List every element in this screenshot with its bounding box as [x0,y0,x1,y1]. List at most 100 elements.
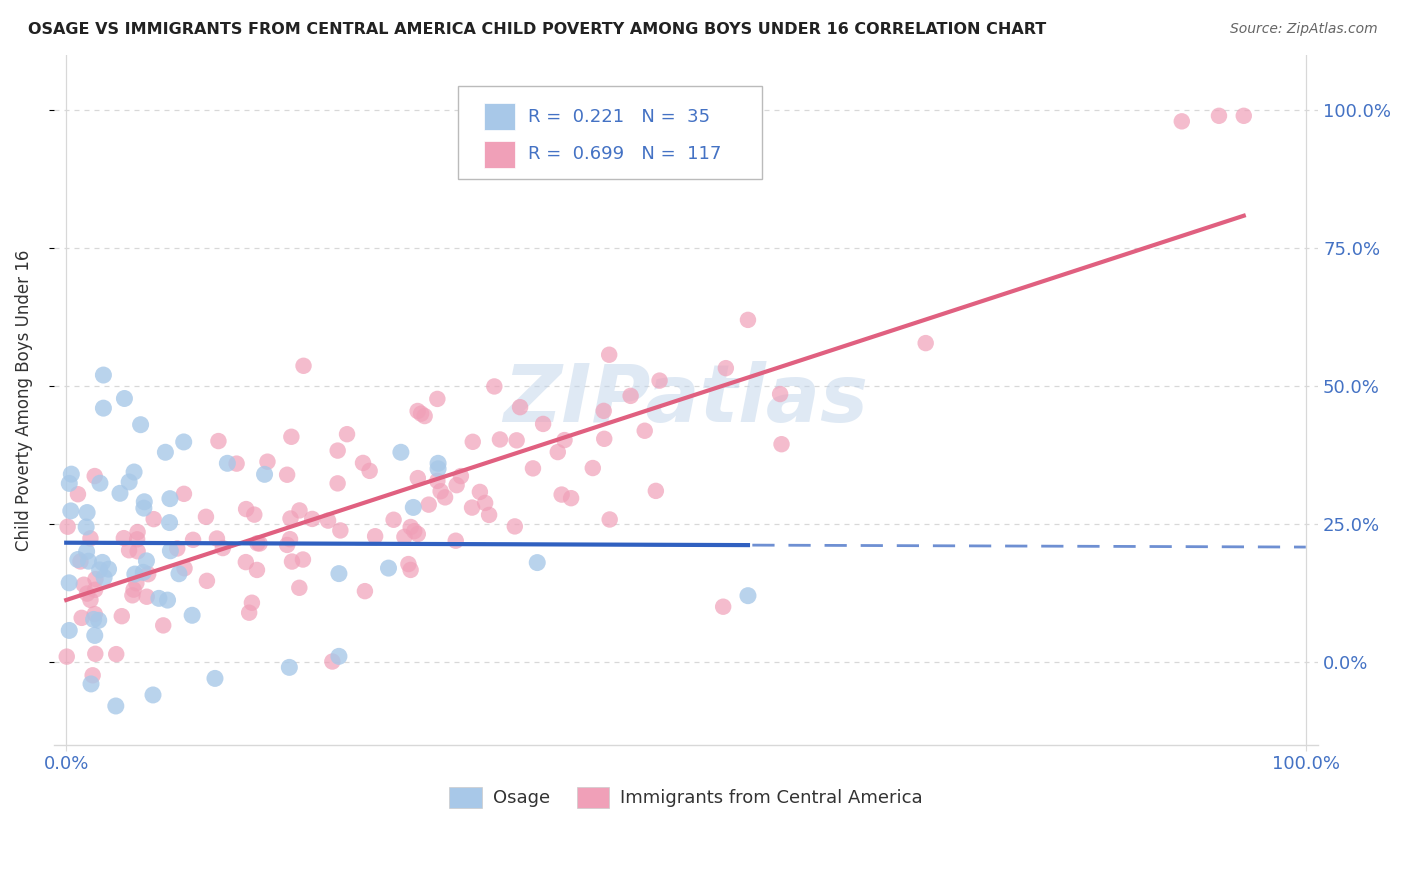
Point [737,589,759,603]
Point [60,467,83,482]
Point [166,541,188,556]
Point [402,500,425,515]
Point [406,471,429,485]
Point [246,536,269,550]
Point [711,599,734,614]
Point [644,483,666,498]
Point [136,567,159,582]
Point [336,427,359,442]
Point [82,668,104,682]
Point [426,392,449,406]
Point [122,582,145,597]
Point [406,404,429,418]
Point [648,374,671,388]
Point [127,533,149,547]
Point [156,593,179,607]
Point [280,511,302,525]
Point [326,476,349,491]
Point [58,476,80,491]
Point [276,538,298,552]
Point [582,461,605,475]
Point [173,487,195,501]
Text: R =  0.221   N =  35: R = 0.221 N = 35 [527,108,710,126]
Point [770,437,793,451]
Point [413,409,436,423]
Point [461,434,484,449]
Point [547,445,569,459]
Point [426,474,449,488]
Point [142,512,165,526]
Point [505,434,527,448]
Point [79,532,101,546]
Point [326,443,349,458]
Point [204,672,226,686]
Point [118,475,141,489]
Point [225,457,247,471]
Point [1171,114,1194,128]
Point [97,562,120,576]
Point [526,556,548,570]
Point [409,407,432,421]
Point [76,586,98,600]
Point [132,566,155,580]
Point [129,417,152,432]
Point [406,527,429,541]
Point [135,590,157,604]
Point [89,563,111,577]
Point [522,461,544,475]
Point [125,576,148,591]
Point [256,455,278,469]
Point [235,555,257,569]
Point [281,555,304,569]
Point [329,524,352,538]
FancyBboxPatch shape [484,103,516,129]
Point [152,618,174,632]
Point [205,532,228,546]
Point [114,392,136,406]
Point [207,434,229,448]
Point [489,433,512,447]
Point [148,591,170,606]
Point [276,467,298,482]
Text: R =  0.699   N =  117: R = 0.699 N = 117 [527,145,721,163]
Point [316,514,339,528]
Point [593,432,616,446]
Point [328,649,350,664]
Point [503,519,526,533]
Point [1208,109,1230,123]
Point [434,491,457,505]
Point [288,503,311,517]
Text: ZIPatlas: ZIPatlas [503,361,869,439]
Point [83,607,105,621]
Point [58,624,80,638]
Point [450,469,472,483]
Point [737,313,759,327]
Point [173,561,195,575]
Point [93,570,115,584]
Point [484,379,506,393]
Point [288,581,311,595]
FancyBboxPatch shape [484,141,516,168]
Point [87,613,110,627]
Point [181,608,204,623]
Point [66,552,89,566]
Point [446,478,468,492]
Point [112,531,135,545]
Point [76,544,98,558]
Point [84,582,107,597]
Point [461,500,484,515]
Point [468,484,491,499]
Point [429,484,451,499]
Point [474,496,496,510]
Point [531,417,554,431]
Point [301,512,323,526]
Point [56,519,79,533]
Point [93,401,115,416]
Point [321,655,343,669]
Point [243,508,266,522]
Point [914,336,936,351]
Point [246,563,269,577]
Point [167,566,190,581]
Point [352,456,374,470]
Point [121,588,143,602]
